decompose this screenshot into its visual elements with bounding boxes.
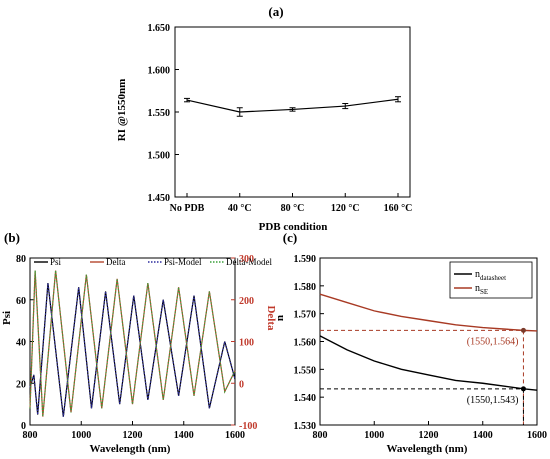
panel-a-xlabel: PDB condition bbox=[259, 221, 328, 233]
panel-c-ytick-label: 1.590 bbox=[294, 254, 317, 265]
panel-a-xtick-label: No PDB bbox=[170, 203, 205, 214]
panel-b-xtick-label: 1200 bbox=[123, 430, 143, 441]
panel-b-series-delta-model bbox=[29, 270, 236, 417]
panel-a-ytick-label: 1.650 bbox=[148, 23, 171, 34]
panel-a-ytick-label: 1.550 bbox=[148, 108, 171, 119]
panel-a-frame bbox=[174, 26, 411, 198]
panel-a-ylabel: RI @1550nm bbox=[116, 79, 128, 142]
panel-b-ytick-label: 40 bbox=[16, 338, 26, 349]
panel-b-xtick-label: 800 bbox=[23, 430, 38, 441]
panel-b-xlabel: Wavelength (nm) bbox=[90, 443, 171, 455]
panel-c-xtick-label: 1200 bbox=[419, 430, 439, 441]
panel-a-ytick-label: 1.500 bbox=[148, 151, 171, 162]
panel-c-legend-label: nSE bbox=[475, 283, 488, 296]
panel-b-ytick-right-label: 100 bbox=[239, 338, 254, 349]
panel-b-ytick-right-label: -100 bbox=[239, 421, 257, 432]
panel-b-legend-label: Delta bbox=[106, 257, 126, 267]
panel-b-ytick-right-label: 300 bbox=[239, 254, 254, 265]
panel-c-ytick-label: 1.540 bbox=[294, 393, 317, 404]
panel-c-label: (c) bbox=[283, 230, 297, 245]
panel-c-series-SE bbox=[319, 293, 538, 332]
panel-c-xtick-label: 1400 bbox=[473, 430, 493, 441]
panel-b-ytick-right-label: 0 bbox=[239, 379, 244, 390]
panel-b-series-psi bbox=[29, 282, 236, 417]
panel-c-ytick-label: 1.570 bbox=[294, 310, 317, 321]
panel-b-ylabel-right: Delta bbox=[265, 305, 277, 331]
panel-b-chart: (b) 0 20 40 60 80 -100 0 100 200 300 800 1000 1200 14… bbox=[1, 230, 277, 455]
panel-b-label: (b) bbox=[4, 230, 20, 245]
panel-c-ytick-label: 1.530 bbox=[294, 421, 317, 432]
panel-a-chart: (a) 1.450 1.500 1.550 1.600 1.650 No PDB 40 °C… bbox=[116, 4, 412, 233]
panel-b-ylabel: Psi bbox=[1, 311, 13, 325]
panel-a-xtick-label: 160 °C bbox=[384, 203, 413, 214]
panel-a-xtick-label: 120 °C bbox=[331, 203, 360, 214]
panel-b-legend-label: Delta-Model bbox=[226, 257, 272, 267]
panel-c-xtick-label: 1600 bbox=[527, 430, 547, 441]
panel-b-ytick-label: 20 bbox=[16, 379, 26, 390]
panel-c-xlabel: Wavelength (nm) bbox=[387, 443, 468, 455]
panel-a-label: (a) bbox=[268, 4, 283, 19]
panel-b-xtick-label: 1600 bbox=[225, 430, 245, 441]
panel-b-ytick-label: 60 bbox=[16, 296, 26, 307]
panel-c-annotation-marker bbox=[520, 327, 526, 333]
panel-a-ytick-label: 1.450 bbox=[148, 193, 171, 204]
panel-c-series-datasheet bbox=[319, 335, 538, 391]
panel-c-legend-label: ndatasheet bbox=[475, 269, 506, 282]
panel-c-xtick-label: 1000 bbox=[364, 430, 384, 441]
panel-b-ytick-right-label: 200 bbox=[239, 296, 254, 307]
panel-b-ytick-label: 0 bbox=[21, 421, 26, 432]
panel-b-ytick-label: 80 bbox=[16, 254, 26, 265]
panel-a-xtick-label: 80 °C bbox=[281, 203, 305, 214]
panel-b-legend-label: Psi-Model bbox=[164, 257, 202, 267]
panel-c-chart: (c) 1.530 1.540 1.550 1.560 1.570 1.580 1.590 8… bbox=[274, 230, 547, 455]
panel-c-ytick-label: 1.550 bbox=[294, 365, 317, 376]
panel-c-ytick-label: 1.580 bbox=[294, 282, 317, 293]
panel-a-xtick-label: 40 °C bbox=[228, 203, 252, 214]
panel-c-ylabel: n bbox=[274, 315, 286, 321]
panel-c-annotation-label: (1550,1.543) bbox=[467, 395, 519, 406]
panel-c-xtick-label: 800 bbox=[313, 430, 328, 441]
panel-b-legend-label: Psi bbox=[50, 257, 62, 267]
panel-c-ytick-label: 1.560 bbox=[294, 338, 317, 349]
panel-c-annotation-marker bbox=[520, 386, 526, 392]
panel-c-legend-box bbox=[449, 261, 533, 299]
panel-c-annotation-label: (1550,1.564) bbox=[467, 336, 519, 347]
panel-b-xtick-label: 1000 bbox=[71, 430, 91, 441]
panel-b-xtick-label: 1400 bbox=[174, 430, 194, 441]
panel-a-ytick-label: 1.600 bbox=[148, 66, 171, 77]
